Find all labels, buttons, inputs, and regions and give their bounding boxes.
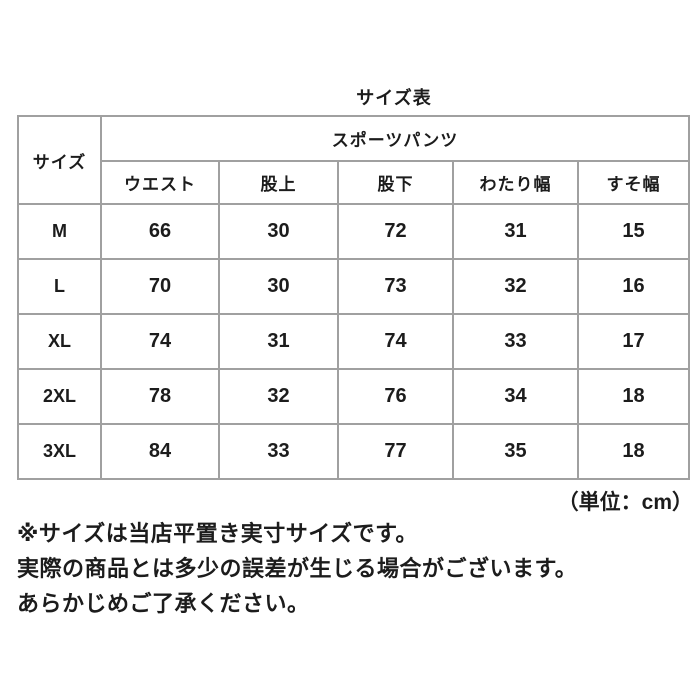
value-cell: 70 — [100, 258, 220, 315]
footnotes: ※サイズは当店平置き実寸サイズです。 実際の商品とは多少の誤差が生じる場合がござ… — [17, 516, 577, 621]
corner-header-size: サイズ — [17, 115, 102, 205]
column-header-inseam: 股下 — [337, 160, 454, 205]
footnote-line: ※サイズは当店平置き実寸サイズです。 — [17, 521, 418, 546]
value-cell: 72 — [337, 203, 454, 260]
column-header-waist: ウエスト — [100, 160, 220, 205]
table-row: M 66 30 72 31 15 — [17, 203, 690, 260]
unit-note: （単位：cm） — [557, 491, 693, 514]
table-row: L 70 30 73 32 16 — [17, 258, 690, 315]
value-cell: 76 — [337, 368, 454, 425]
value-cell: 74 — [100, 313, 220, 370]
size-label: 2XL — [17, 368, 102, 425]
footnote-line: あらかじめご了承ください。 — [17, 591, 310, 616]
value-cell: 35 — [452, 423, 579, 480]
size-label: XL — [17, 313, 102, 370]
table-row: 3XL 84 33 77 35 18 — [17, 423, 690, 480]
column-header-rise: 股上 — [218, 160, 339, 205]
value-cell: 73 — [337, 258, 454, 315]
value-cell: 16 — [577, 258, 690, 315]
value-cell: 18 — [577, 368, 690, 425]
group-header-sports-pants: スポーツパンツ — [100, 115, 690, 162]
column-header-thigh-width: わたり幅 — [452, 160, 579, 205]
size-label: L — [17, 258, 102, 315]
value-cell: 78 — [100, 368, 220, 425]
size-label: M — [17, 203, 102, 260]
value-cell: 32 — [452, 258, 579, 315]
column-header-hem-width: すそ幅 — [577, 160, 690, 205]
table-row: XL 74 31 74 33 17 — [17, 313, 690, 370]
value-cell: 66 — [100, 203, 220, 260]
footnote-line: 実際の商品とは多少の誤差が生じる場合がございます。 — [17, 556, 578, 581]
table-group-header-row: サイズ スポーツパンツ — [17, 115, 690, 205]
value-cell: 30 — [218, 258, 339, 315]
value-cell: 34 — [452, 368, 579, 425]
value-cell: 31 — [452, 203, 579, 260]
value-cell: 31 — [218, 313, 339, 370]
size-chart-table: サイズ スポーツパンツ ウエスト 股上 股下 わたり幅 すそ幅 M 66 30 … — [17, 115, 690, 480]
table-row: 2XL 78 32 76 34 18 — [17, 368, 690, 425]
table-column-header-row: ウエスト 股上 股下 わたり幅 すそ幅 — [18, 160, 690, 205]
page-title: サイズ表 — [356, 88, 432, 108]
size-label: 3XL — [17, 423, 102, 480]
value-cell: 33 — [218, 423, 339, 480]
value-cell: 33 — [452, 313, 579, 370]
value-cell: 18 — [577, 423, 690, 480]
value-cell: 84 — [100, 423, 220, 480]
value-cell: 15 — [577, 203, 690, 260]
value-cell: 74 — [337, 313, 454, 370]
value-cell: 17 — [577, 313, 690, 370]
value-cell: 32 — [218, 368, 339, 425]
value-cell: 30 — [218, 203, 339, 260]
value-cell: 77 — [337, 423, 454, 480]
